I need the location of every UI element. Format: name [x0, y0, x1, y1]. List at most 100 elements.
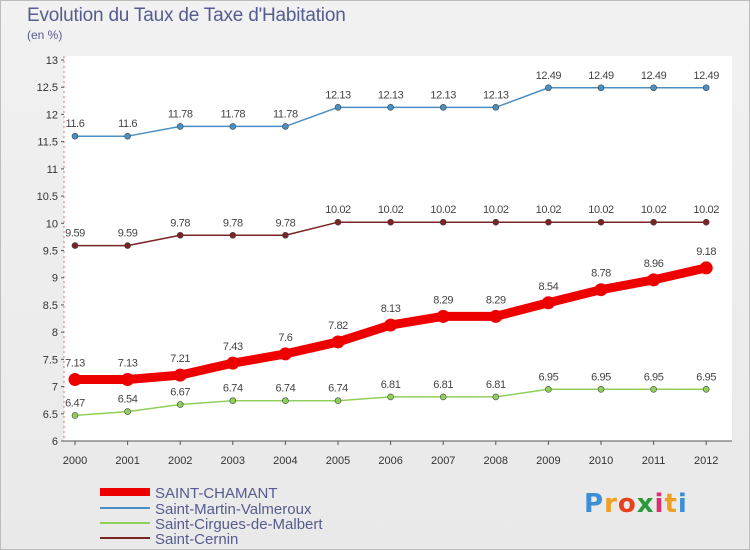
y-tick-label: 8	[52, 327, 58, 339]
data-label: 10.02	[430, 204, 456, 216]
data-point	[387, 393, 394, 401]
data-point	[176, 123, 184, 130]
data-label: 10.02	[536, 204, 562, 216]
x-tick-label: 2006	[378, 455, 402, 467]
data-point	[702, 84, 710, 92]
brand-logo-letter: i	[654, 489, 665, 519]
data-point	[282, 397, 289, 405]
data-label: 6.95	[538, 371, 558, 383]
data-point	[545, 385, 552, 393]
x-tick-label: 2007	[431, 455, 455, 467]
x-tick-label: 2012	[694, 455, 718, 467]
data-label: 8.54	[538, 281, 558, 293]
legend-label: Saint-Martin-Valmeroux	[155, 501, 312, 518]
x-tick-label: 2000	[63, 455, 87, 467]
data-label: 9.59	[118, 228, 138, 240]
data-point	[282, 231, 289, 239]
data-point	[68, 372, 82, 386]
data-label: 7.6	[278, 332, 292, 344]
data-label: 10.02	[483, 204, 509, 216]
data-label: 11.6	[66, 118, 85, 130]
data-label: 11.6	[118, 118, 137, 130]
legend-label: Saint-Cernin	[155, 531, 238, 548]
y-tick-label: 12.5	[37, 82, 58, 94]
data-label: 6.81	[433, 379, 453, 391]
data-point	[278, 347, 292, 361]
data-point	[439, 393, 447, 401]
data-point	[384, 318, 398, 332]
data-point	[492, 393, 500, 401]
data-point	[229, 123, 237, 130]
chart-title: Evolution du Taux de Taxe d'Habitation	[27, 5, 346, 26]
data-label: 7.13	[118, 357, 138, 369]
data-label: 12.13	[378, 89, 404, 101]
data-label: 10.02	[588, 204, 614, 216]
data-label: 9.78	[170, 217, 190, 229]
data-point	[597, 84, 605, 92]
data-label: 9.78	[223, 217, 243, 229]
data-point	[594, 283, 608, 297]
data-label: 11.78	[273, 108, 298, 120]
x-tick-label: 2009	[536, 455, 560, 467]
brand-logo-letter: P	[584, 489, 605, 519]
data-point	[647, 273, 661, 287]
data-point	[334, 397, 342, 405]
data-point	[545, 218, 552, 226]
data-label: 12.13	[483, 89, 509, 101]
data-label: 6.74	[223, 383, 243, 395]
data-label: 10.02	[693, 204, 719, 216]
data-point	[387, 104, 394, 111]
data-label: 12.49	[536, 70, 562, 82]
x-tick-label: 2002	[168, 455, 192, 467]
x-tick-label: 2001	[115, 455, 139, 467]
data-point	[226, 356, 240, 370]
series-saint-cernin: 9.59 9.59 9.78 9.78 9.78 10.02 10.02 10.02 10.02…	[65, 204, 720, 249]
data-label: 6.95	[591, 371, 611, 383]
y-tick-label: 13	[46, 55, 58, 67]
data-point	[282, 123, 289, 130]
data-label: 8.96	[644, 258, 664, 270]
brand-logo-letter: x	[636, 489, 655, 519]
data-label: 9.78	[275, 217, 295, 229]
data-point	[492, 218, 500, 226]
data-point	[489, 309, 503, 323]
data-point	[439, 104, 447, 111]
y-tick-label: 6	[52, 436, 58, 448]
data-point	[650, 218, 657, 226]
y-tick-label: 12	[46, 109, 58, 121]
data-label: 6.47	[65, 397, 85, 409]
data-label: 12.13	[430, 89, 456, 101]
data-point	[331, 335, 345, 349]
data-point	[334, 104, 342, 111]
data-label: 7.82	[328, 320, 348, 332]
data-label: 12.49	[693, 70, 719, 82]
brand-logo-letter: t	[664, 489, 678, 519]
data-label: 8.29	[433, 294, 453, 306]
y-tick-label: 10	[46, 218, 58, 230]
series-saint-cirgues-de-malbert: 6.47 6.54 6.67 6.74 6.74 6.74 6.81 6.81 6.81 6.95…	[65, 371, 717, 419]
x-tick-label: 2008	[484, 455, 508, 467]
data-label: 10.02	[641, 204, 667, 216]
y-tick-label: 11.5	[37, 137, 58, 149]
data-point	[439, 218, 447, 226]
x-tick-label: 2010	[589, 455, 613, 467]
x-tick-label: 2005	[326, 455, 350, 467]
data-label: 6.67	[170, 387, 190, 399]
data-label: 6.74	[275, 383, 295, 395]
x-tick-label: 2004	[273, 455, 297, 467]
y-tick-label: 7	[52, 382, 58, 394]
data-label: 6.95	[644, 371, 664, 383]
data-point	[229, 231, 237, 239]
x-tick-label: 2011	[642, 455, 666, 467]
data-point	[650, 385, 657, 393]
data-label: 8.29	[486, 294, 506, 306]
data-label: 6.74	[328, 383, 348, 395]
data-point	[702, 385, 710, 393]
data-label: 11.78	[168, 108, 193, 120]
data-point	[173, 368, 187, 382]
data-point	[71, 132, 79, 140]
legend-label: SAINT-CHAMANT	[155, 485, 278, 502]
data-label: 10.02	[325, 204, 351, 216]
data-point	[492, 104, 500, 111]
